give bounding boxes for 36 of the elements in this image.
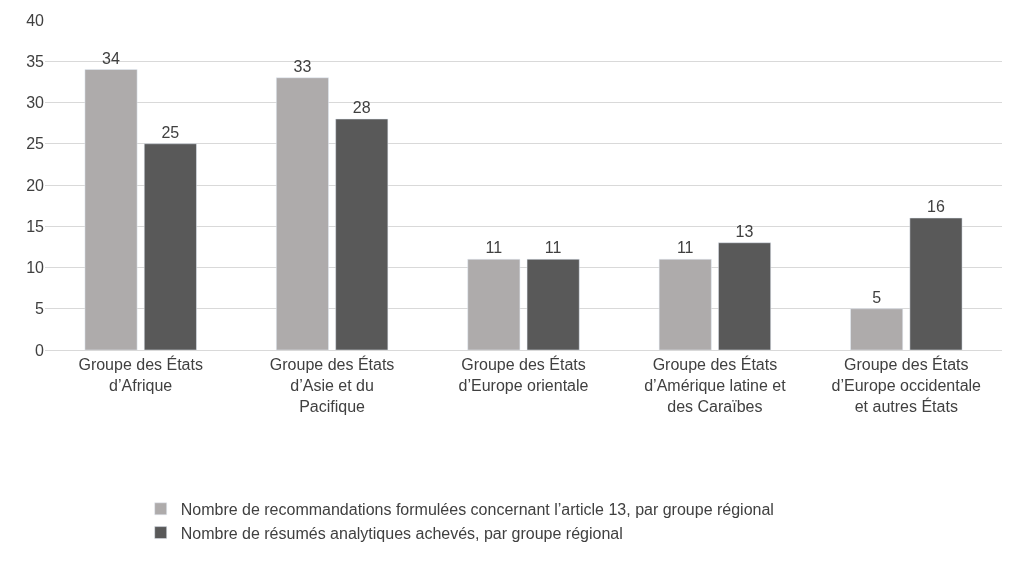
x-tick-label: Groupe des États d’Asie et du Pacifique bbox=[269, 355, 395, 415]
bar bbox=[84, 69, 138, 350]
data-label: 34 bbox=[102, 49, 120, 67]
legend-label: Nombre de recommandations formulées concernant l’article 13, par groupe régional bbox=[180, 501, 774, 519]
x-tick-label: Groupe des États d’Europe orientale bbox=[458, 355, 589, 394]
bar bbox=[850, 308, 903, 350]
y-tick-label: 20 bbox=[26, 176, 45, 194]
bar bbox=[909, 217, 963, 350]
bar bbox=[276, 77, 329, 350]
bar bbox=[526, 259, 580, 350]
data-label: 5 bbox=[872, 288, 882, 306]
y-tick-label: 5 bbox=[35, 300, 45, 318]
x-tick-label: Groupe des États d’Amérique latine et des Caraïbes bbox=[644, 355, 787, 415]
bar bbox=[467, 259, 521, 350]
bar bbox=[718, 242, 771, 350]
x-tick-label: Groupe des États d’Afrique bbox=[78, 355, 203, 394]
data-label: 11 bbox=[485, 239, 503, 257]
y-tick-label: 40 bbox=[26, 11, 45, 29]
y-tick-label: 35 bbox=[26, 52, 45, 70]
data-label: 11 bbox=[676, 239, 694, 257]
legend-label: Nombre de résumés analytiques achevés, par groupe régional bbox=[180, 524, 623, 542]
x-tick-label: Groupe des États d’Europe occidentale et autres États bbox=[831, 355, 982, 415]
y-tick-label: 25 bbox=[26, 135, 45, 153]
bar bbox=[335, 118, 389, 350]
data-label: 28 bbox=[352, 99, 371, 116]
bar bbox=[658, 259, 712, 350]
bar bbox=[144, 143, 197, 350]
y-tick-label: 0 bbox=[35, 341, 45, 359]
data-label: 25 bbox=[161, 123, 180, 141]
y-tick-label: 10 bbox=[26, 259, 45, 277]
data-label: 13 bbox=[735, 222, 754, 240]
y-tick-label: 15 bbox=[26, 217, 45, 235]
data-label: 16 bbox=[927, 198, 945, 215]
data-label: 33 bbox=[293, 57, 312, 75]
y-tick-label: 30 bbox=[26, 94, 45, 112]
data-label: 11 bbox=[544, 239, 562, 257]
